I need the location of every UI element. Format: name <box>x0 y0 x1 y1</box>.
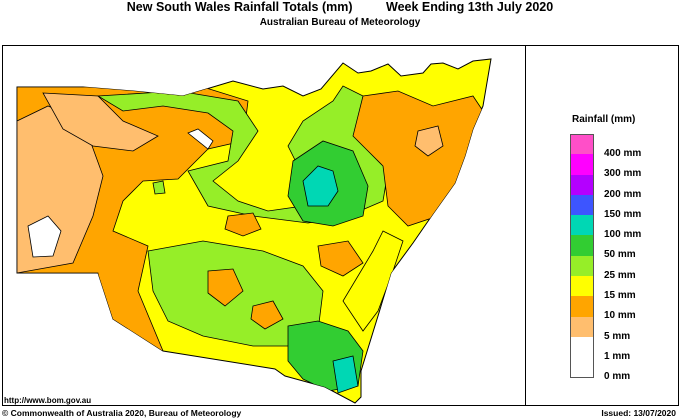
legend-label: 15 mm <box>604 290 636 302</box>
rain-zone-1mm-northeast <box>414 125 444 157</box>
map-panel <box>2 45 526 406</box>
rain-zone-5mm-blob-b <box>207 268 244 307</box>
legend-swatch <box>570 134 594 155</box>
legend-swatch <box>570 194 594 216</box>
legend-swatch <box>570 255 594 277</box>
legend-swatch <box>570 316 594 337</box>
legend-label: 100 mm <box>604 229 642 241</box>
legend-label: 150 mm <box>604 208 642 220</box>
legend-swatch <box>570 174 594 195</box>
legend-swatch <box>570 296 594 317</box>
legend-swatch <box>570 154 594 175</box>
rain-zone-5mm-blob-a <box>224 212 262 237</box>
map-subtitle: Australian Bureau of Meteorology <box>259 17 421 28</box>
legend-label: 400 mm <box>604 148 642 159</box>
legend-title: Rainfall (mm) <box>572 114 636 125</box>
legend-panel <box>526 45 679 406</box>
legend-swatch <box>570 215 594 236</box>
rain-zone-15mm-coast <box>342 230 404 332</box>
legend-label: 200 mm <box>604 188 642 200</box>
legend-swatch <box>570 235 594 256</box>
rain-zone-100mm-central <box>302 165 339 207</box>
rain-zone-0mm-west <box>27 215 62 258</box>
legend-label: 5 mm <box>604 330 631 342</box>
source-url[interactable]: http://www.bom.gov.au <box>4 396 92 405</box>
rain-zone-0mm-north <box>187 128 214 150</box>
map-title: New South Wales Rainfall Totals (mm) Wee… <box>0 0 680 15</box>
rain-zone-100mm-southeast <box>332 355 359 394</box>
legend-swatch <box>570 276 594 297</box>
legend-label: 10 mm <box>604 310 636 322</box>
issued-date: Issued: 13/07/2020 <box>601 408 676 418</box>
rain-zone-25mm-blob <box>152 180 166 195</box>
copyright-text: © Commonwealth of Australia 2020, Bureau… <box>2 408 242 418</box>
legend-swatch <box>570 336 594 358</box>
rain-zone-5mm-blob-d <box>250 300 284 330</box>
rain-zone-1mm-north <box>42 92 159 152</box>
legend-label: 50 mm <box>604 249 636 261</box>
legend-label: 25 mm <box>604 269 636 281</box>
legend-label: 0 mm <box>604 371 631 383</box>
title-text: New South Wales Rainfall Totals (mm) <box>126 0 353 14</box>
legend-label: 1 mm <box>604 350 631 362</box>
legend-swatch <box>570 357 594 378</box>
period-text: Week Ending 13th July 2020 <box>386 0 554 14</box>
rain-zone-5mm-blob-c <box>317 240 364 277</box>
legend-label: 300 mm <box>604 168 642 180</box>
rainfall-map <box>16 58 492 404</box>
